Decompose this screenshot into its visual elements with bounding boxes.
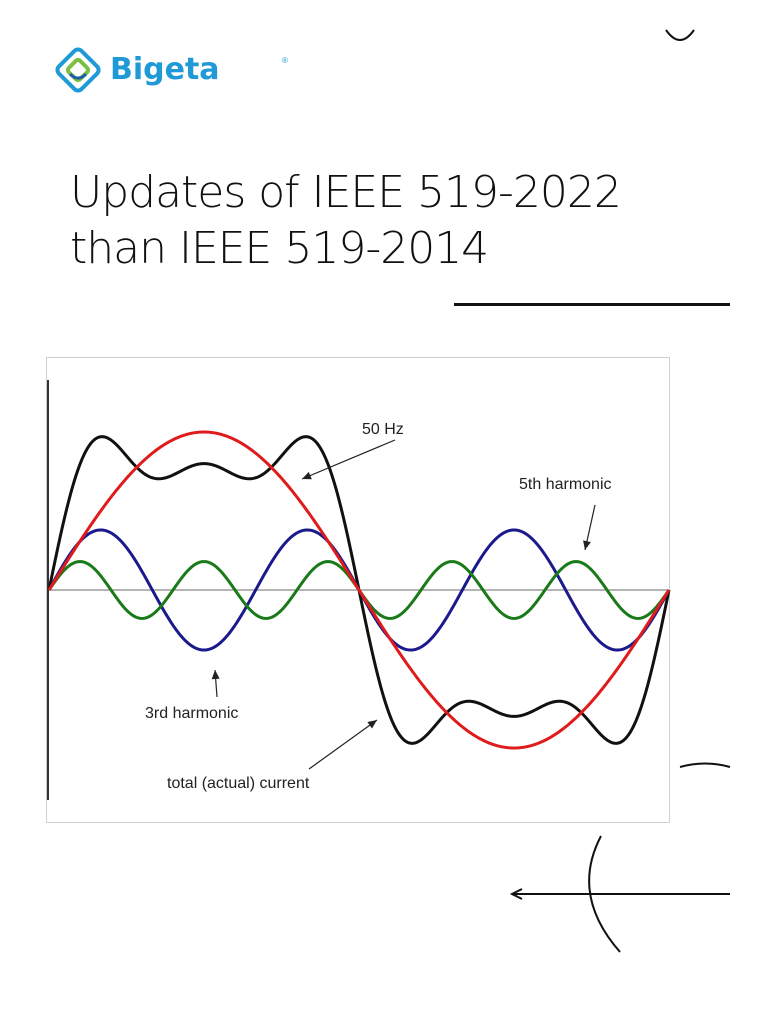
annotation-arrowhead-50-hz: [302, 471, 312, 480]
title-line-1: Updates of IEEE 519-2022: [70, 167, 622, 218]
annotation-arrowhead-total-actual-current: [367, 720, 377, 729]
right-arc: [679, 762, 731, 768]
chart-left-edge: [47, 380, 49, 800]
top-right-arc: [665, 29, 695, 41]
brand-name: Bigeta: [110, 52, 220, 87]
page-title: Updates of IEEE 519-2022 than IEEE 519-2…: [70, 165, 710, 277]
registered-mark: ®: [282, 56, 288, 65]
title-underline: [454, 303, 730, 306]
annotation-arrowhead-5th-harmonic: [583, 540, 591, 550]
annotation-label-3rd-harmonic: 3rd harmonic: [145, 705, 238, 722]
annotation-arrow-50-hz: [301, 439, 396, 480]
annotation-label-5th-harmonic: 5th harmonic: [519, 476, 612, 493]
bigeta-logo-icon: [55, 47, 101, 93]
bigeta-logo: Bigeta ®: [48, 44, 288, 96]
annotation-label-50-hz: 50 Hz: [362, 421, 404, 438]
series-line-50-hz: [47, 430, 671, 750]
chart-plot: 50 Hz 5th harmonic 3rd harmonic total (actu…: [47, 421, 671, 792]
arrow-head-icon: [509, 888, 523, 900]
annotation-arrowhead-3rd-harmonic: [211, 670, 220, 680]
annotation-arrow-total-actual-current: [308, 719, 378, 770]
title-line-2: than IEEE 519-2014: [70, 223, 489, 274]
harmonics-chart: 50 Hz 5th harmonic 3rd harmonic total (actu…: [46, 357, 671, 823]
annotation-label-total-actual-current: total (actual) current: [167, 775, 310, 792]
